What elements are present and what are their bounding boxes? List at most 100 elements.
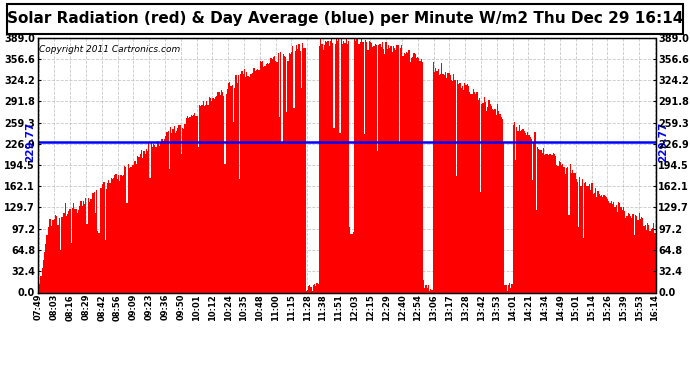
Bar [492,110,493,292]
Bar [489,99,490,292]
Bar [199,105,200,292]
Bar [480,192,481,292]
Bar [102,183,103,292]
Bar [481,105,482,292]
Bar [493,110,495,292]
Bar [352,234,353,292]
Bar [567,167,569,292]
Bar [195,116,197,292]
Bar [426,288,428,292]
Bar [324,45,325,292]
Bar [391,52,393,292]
Bar [441,63,442,292]
Bar [72,209,73,292]
Bar [477,100,479,292]
Bar [417,57,418,292]
Bar [491,106,492,292]
Bar [625,218,627,292]
Bar [439,75,440,292]
Bar [508,285,509,292]
Bar [172,129,174,292]
Bar [364,134,365,292]
Bar [198,147,199,292]
Bar [383,49,384,292]
Bar [193,115,194,292]
Bar [88,198,89,292]
Bar [617,212,618,292]
Bar [521,130,522,292]
Bar [229,82,230,292]
Bar [148,143,149,292]
Bar [238,75,239,292]
Bar [188,118,189,292]
Bar [237,83,238,292]
Bar [307,290,308,292]
Bar [458,84,460,292]
Bar [511,284,513,292]
Bar [85,198,86,292]
Bar [159,146,160,292]
Bar [302,43,303,292]
Bar [304,48,306,292]
Bar [377,152,378,292]
Bar [137,156,139,292]
Bar [91,199,92,292]
Bar [542,153,543,292]
Bar [598,191,599,292]
Bar [406,52,407,292]
Bar [468,86,469,292]
Bar [502,118,503,292]
Bar [68,210,70,292]
Bar [60,250,61,292]
Bar [211,101,213,292]
Bar [447,73,448,292]
Bar [50,219,51,292]
Bar [284,56,285,292]
Bar [328,46,330,292]
Bar [312,291,313,292]
Bar [631,218,633,292]
Bar [375,44,376,292]
Bar [412,57,413,292]
Bar [574,172,575,292]
Bar [322,50,324,292]
Bar [335,44,336,292]
Bar [144,154,146,292]
Bar [614,207,615,292]
Bar [235,75,237,292]
Bar [440,75,441,292]
Bar [487,107,489,292]
Bar [548,155,549,292]
Bar [104,182,105,292]
Bar [147,151,148,292]
Bar [466,84,468,292]
Bar [171,133,172,292]
Bar [573,173,574,292]
Bar [297,49,298,292]
Bar [123,175,124,292]
Bar [120,175,121,292]
Bar [89,202,90,292]
Bar [349,227,351,292]
Bar [79,206,80,292]
Bar [585,182,586,292]
Bar [339,134,341,292]
Bar [590,190,591,292]
Bar [205,105,206,292]
Bar [388,45,389,292]
Bar [397,45,399,292]
Bar [99,188,101,292]
Bar [509,284,510,292]
Bar [402,56,404,292]
Bar [343,41,344,292]
Bar [63,213,65,292]
Bar [308,286,309,292]
Bar [215,98,216,292]
Bar [589,184,590,292]
Bar [157,141,158,292]
Bar [56,216,57,292]
Bar [310,287,312,292]
Bar [112,180,113,292]
Bar [197,116,198,292]
Bar [366,42,367,292]
